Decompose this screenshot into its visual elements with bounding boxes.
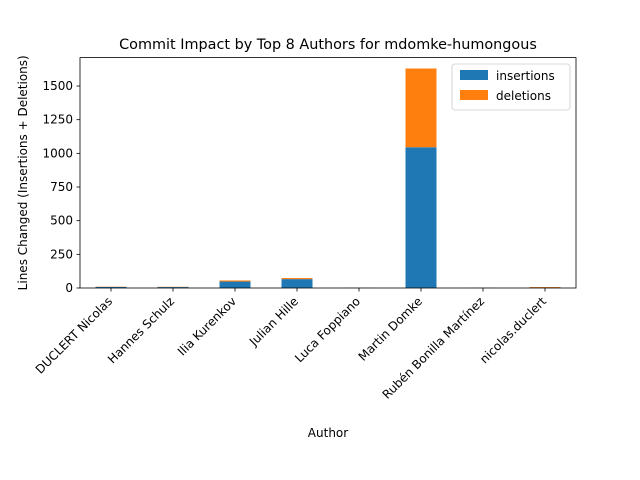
y-tick-label: 1000	[42, 146, 73, 160]
y-tick-label: 250	[50, 247, 73, 261]
bar-insertions-2	[219, 281, 251, 288]
bar-insertions-3	[281, 279, 313, 288]
y-tick-label: 1250	[42, 113, 73, 127]
x-axis-label: Author	[308, 426, 348, 440]
legend: insertions deletions	[451, 63, 571, 111]
y-tick-label: 0	[65, 281, 73, 295]
y-tick-label: 1500	[42, 79, 73, 93]
bar-insertions-1	[157, 287, 189, 288]
chart-title: Commit Impact by Top 8 Authors for mdomk…	[119, 37, 537, 53]
legend-label-deletions: deletions	[496, 89, 551, 103]
legend-label-insertions: insertions	[496, 69, 555, 83]
bar-deletions-2	[219, 280, 251, 282]
y-axis: 0 250 500 750 1000 1250 1500	[42, 79, 80, 295]
plot-frame	[79, 57, 577, 289]
bar-deletions-5	[405, 68, 437, 148]
legend-swatch-insertions	[460, 70, 488, 80]
bar-deletions-7	[529, 287, 561, 288]
y-tick-label: 750	[50, 180, 73, 194]
bar-deletions-3	[281, 278, 313, 280]
bar-insertions-0	[95, 286, 127, 288]
bar-insertions-5	[405, 147, 437, 288]
legend-swatch-deletions	[460, 90, 488, 100]
y-axis-label: Lines Changed (Insertions + Deletions)	[16, 55, 30, 290]
y-tick-label: 500	[50, 214, 73, 228]
